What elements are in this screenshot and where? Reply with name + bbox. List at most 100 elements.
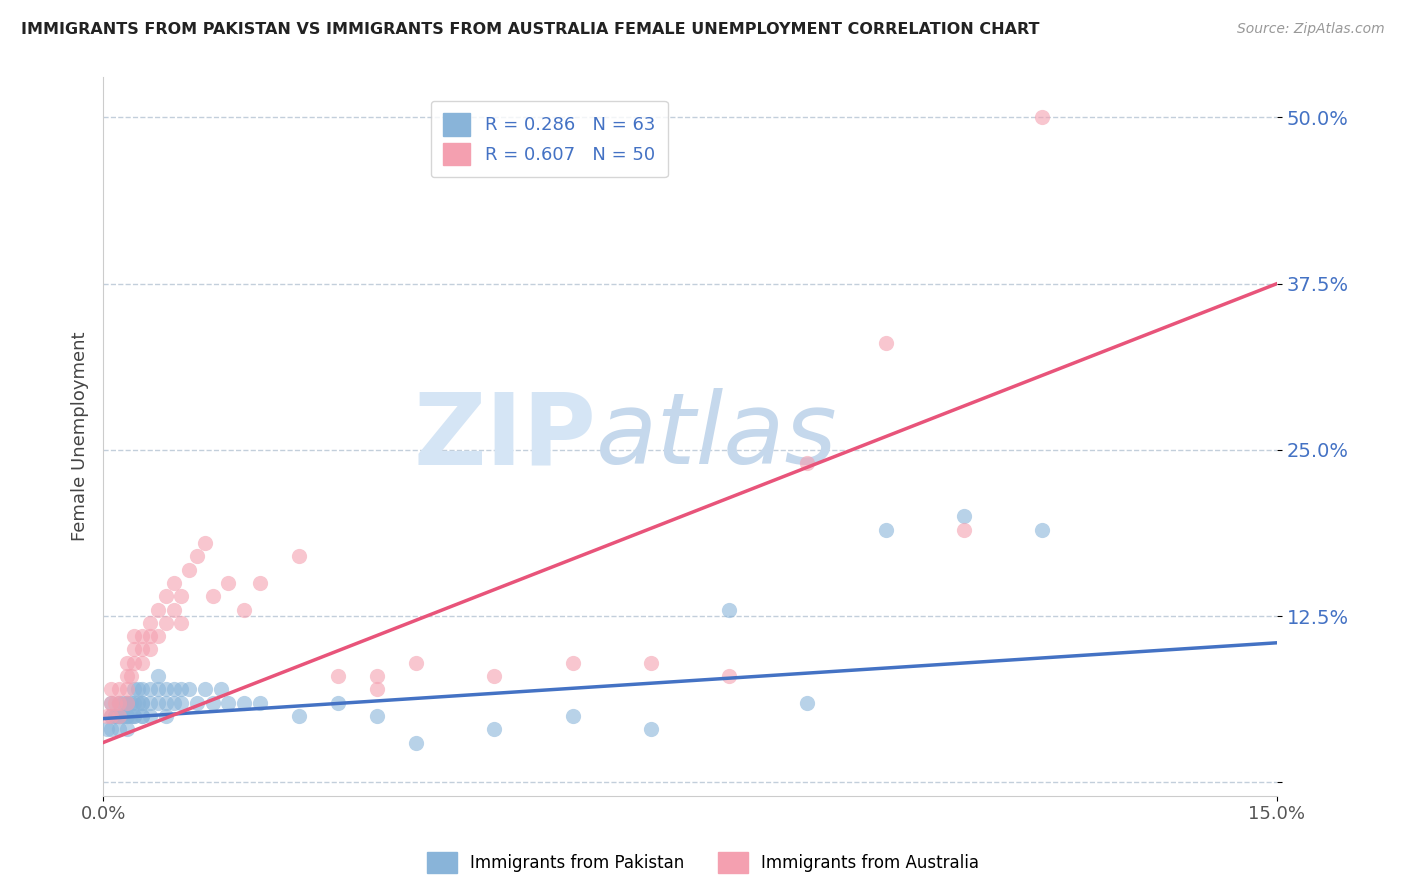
Point <box>1031 523 1053 537</box>
Point <box>124 709 146 723</box>
Point <box>115 696 138 710</box>
Point <box>115 709 138 723</box>
Point <box>484 723 506 737</box>
Point <box>131 656 153 670</box>
Point <box>107 709 129 723</box>
Point <box>366 682 388 697</box>
Point <box>104 696 127 710</box>
Point <box>131 682 153 697</box>
Point <box>796 456 818 470</box>
Point <box>405 656 427 670</box>
Y-axis label: Female Unemployment: Female Unemployment <box>72 332 89 541</box>
Point <box>107 696 129 710</box>
Point <box>484 669 506 683</box>
Point <box>120 669 142 683</box>
Point <box>287 709 309 723</box>
Point <box>209 682 232 697</box>
Point <box>115 696 138 710</box>
Point <box>170 615 193 630</box>
Point <box>217 576 239 591</box>
Point <box>405 735 427 749</box>
Point <box>366 709 388 723</box>
Point <box>115 669 138 683</box>
Point <box>155 709 177 723</box>
Point <box>875 523 897 537</box>
Point <box>100 723 122 737</box>
Point <box>124 656 146 670</box>
Point <box>146 602 169 616</box>
Point <box>131 629 153 643</box>
Point <box>155 696 177 710</box>
Point <box>107 696 129 710</box>
Point <box>326 696 349 710</box>
Point <box>162 696 184 710</box>
Point <box>96 709 118 723</box>
Point <box>186 696 208 710</box>
Point <box>111 696 134 710</box>
Point <box>287 549 309 564</box>
Point <box>179 682 201 697</box>
Text: Source: ZipAtlas.com: Source: ZipAtlas.com <box>1237 22 1385 37</box>
Point <box>146 682 169 697</box>
Text: ZIP: ZIP <box>413 388 596 485</box>
Point <box>115 723 138 737</box>
Point <box>131 709 153 723</box>
Point <box>115 709 138 723</box>
Point <box>104 709 127 723</box>
Point <box>100 709 122 723</box>
Point <box>107 709 129 723</box>
Point <box>162 602 184 616</box>
Point <box>201 589 224 603</box>
Point <box>139 682 162 697</box>
Point <box>107 682 129 697</box>
Point <box>875 336 897 351</box>
Point <box>124 682 146 697</box>
Point <box>366 669 388 683</box>
Point <box>100 696 122 710</box>
Point <box>96 723 118 737</box>
Point <box>953 509 976 524</box>
Text: atlas: atlas <box>596 388 838 485</box>
Point <box>146 629 169 643</box>
Point <box>179 563 201 577</box>
Point <box>124 629 146 643</box>
Point <box>115 682 138 697</box>
Point <box>561 709 583 723</box>
Point <box>139 696 162 710</box>
Point <box>155 589 177 603</box>
Point <box>796 696 818 710</box>
Text: IMMIGRANTS FROM PAKISTAN VS IMMIGRANTS FROM AUSTRALIA FEMALE UNEMPLOYMENT CORREL: IMMIGRANTS FROM PAKISTAN VS IMMIGRANTS F… <box>21 22 1039 37</box>
Point <box>124 642 146 657</box>
Point <box>139 709 162 723</box>
Point <box>640 723 662 737</box>
Point <box>249 696 271 710</box>
Point <box>120 709 142 723</box>
Point <box>233 602 256 616</box>
Point <box>131 696 153 710</box>
Point <box>100 682 122 697</box>
Point <box>139 642 162 657</box>
Point <box>162 576 184 591</box>
Point <box>561 656 583 670</box>
Point <box>155 682 177 697</box>
Legend: R = 0.286   N = 63, R = 0.607   N = 50: R = 0.286 N = 63, R = 0.607 N = 50 <box>430 101 668 178</box>
Point <box>170 696 193 710</box>
Point <box>131 709 153 723</box>
Point <box>104 709 127 723</box>
Legend: Immigrants from Pakistan, Immigrants from Australia: Immigrants from Pakistan, Immigrants fro… <box>420 846 986 880</box>
Point <box>640 656 662 670</box>
Point <box>186 549 208 564</box>
Point <box>718 669 741 683</box>
Point <box>131 696 153 710</box>
Point <box>233 696 256 710</box>
Point <box>201 696 224 710</box>
Point <box>115 656 138 670</box>
Point <box>249 576 271 591</box>
Point <box>146 696 169 710</box>
Point <box>139 629 162 643</box>
Point <box>111 709 134 723</box>
Point <box>107 723 129 737</box>
Point <box>139 615 162 630</box>
Point <box>1031 111 1053 125</box>
Point <box>170 589 193 603</box>
